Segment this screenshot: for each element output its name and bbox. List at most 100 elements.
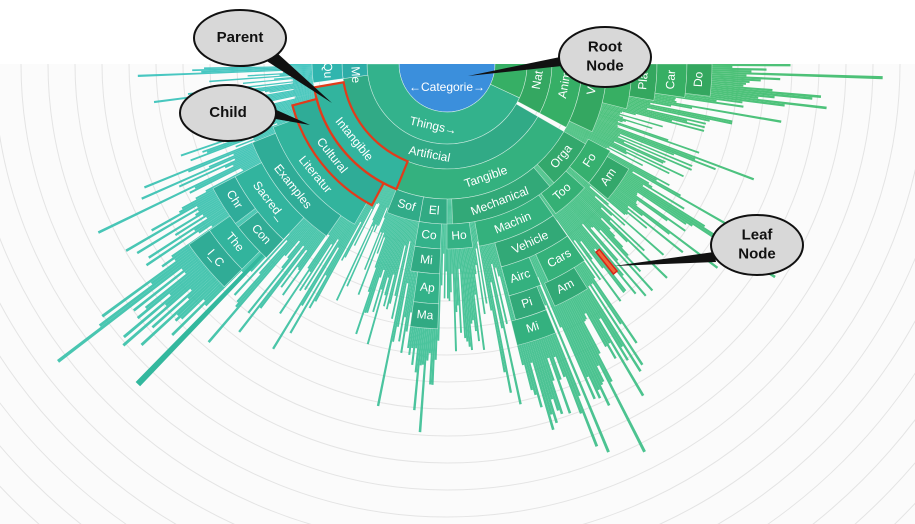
leaf-fringe	[568, 121, 684, 178]
background-ring	[155, 64, 739, 356]
leaf-fringe	[384, 194, 413, 296]
leaf-fringe	[386, 188, 396, 208]
sunburst-segment	[540, 170, 585, 215]
leaf-fringe	[571, 115, 693, 167]
segment-label: Pi	[520, 294, 535, 311]
callout-bubble	[558, 26, 652, 88]
leaf-fringe	[308, 181, 382, 309]
leaf-highlight	[595, 248, 619, 276]
leaf-fringe	[572, 112, 716, 171]
leaf-fringe	[355, 191, 405, 335]
segment-label: Co	[421, 227, 438, 243]
leaf-fringe	[569, 119, 664, 164]
leaf-fringe	[392, 196, 422, 342]
leaf-fringe	[574, 108, 700, 154]
leaf-fringe	[547, 152, 665, 256]
segment-label: Anim	[555, 70, 574, 99]
sunburst-segment	[311, 64, 344, 84]
segment-label: Ho	[451, 228, 468, 243]
leaf-fringe	[248, 82, 314, 94]
segment-label: Nat	[529, 69, 546, 90]
background-ring	[128, 64, 766, 383]
segment-label: Ap	[420, 280, 436, 295]
segment-label: El	[428, 203, 440, 218]
segment-label: Qu	[321, 62, 336, 79]
background-ring	[20, 64, 874, 491]
leaf-fringe	[572, 111, 696, 161]
leaf-fringe	[376, 196, 421, 407]
leaf-fringe	[371, 183, 386, 210]
background-ring	[47, 64, 847, 464]
leaf-fringe	[366, 193, 411, 345]
leaf-fringe	[394, 195, 419, 297]
leaf-fringe	[375, 187, 393, 225]
leaf-fringe	[295, 92, 316, 98]
background-ring	[74, 64, 820, 437]
leaf-fringe	[567, 124, 610, 148]
callout-label: Leaf	[742, 226, 774, 243]
leaf-fringe	[372, 193, 409, 313]
root-label: ←Categorie→	[409, 80, 485, 94]
leaf-fringe	[377, 188, 395, 226]
leaf-fringe	[566, 125, 644, 167]
leaf-fringe	[570, 117, 692, 171]
leaf-fringe	[568, 122, 627, 152]
leaf-fringe	[284, 59, 312, 61]
callout-label: Node	[586, 57, 624, 74]
sunburst-segment	[212, 176, 256, 224]
leaf-fringe	[264, 83, 314, 93]
leaf-fringe	[346, 186, 393, 287]
leaf-fringe	[573, 111, 755, 181]
leaf-fringe	[294, 92, 316, 99]
leaf-fringe	[468, 197, 488, 304]
sunburst-segment	[588, 156, 630, 200]
callout-label: Parent	[217, 29, 264, 46]
leaf-fringe	[209, 73, 313, 83]
leaf-fringe	[367, 191, 404, 293]
sunburst-segment	[409, 301, 439, 330]
leaf-fringe	[364, 192, 406, 314]
leaf-fringe	[569, 118, 666, 163]
callout-bubble	[179, 84, 277, 142]
root-node	[398, 64, 496, 113]
child-highlight	[291, 97, 386, 207]
leaf-fringe	[577, 97, 705, 132]
leaf-fringe	[353, 184, 387, 246]
segment-label: Ma	[416, 307, 434, 322]
leaf-fringe	[566, 126, 608, 149]
leaf-fringe	[284, 64, 313, 67]
leaf-fringe	[366, 192, 407, 314]
callout-label: Node	[738, 245, 776, 262]
leaf-fringe	[567, 123, 670, 175]
background-ring	[101, 64, 793, 410]
leaf-fringe	[378, 184, 388, 204]
leaf-fringe	[475, 195, 522, 405]
callout-tail	[614, 252, 716, 266]
callout-label: Root	[588, 38, 622, 55]
leaf-fringe	[567, 124, 627, 155]
leaf-fringe	[372, 186, 392, 227]
leaf-fringe	[335, 186, 391, 301]
leaf-fringe	[314, 181, 382, 302]
sunburst-segment	[684, 64, 713, 97]
segment-label: Car	[663, 70, 678, 90]
leaf-fringe	[325, 180, 381, 276]
leaf-fringe	[373, 187, 394, 233]
callout-bubble	[193, 9, 287, 67]
callout-tail	[270, 108, 310, 125]
segment-label: Sof	[396, 196, 418, 215]
leaf-fringe	[396, 196, 423, 327]
leaf-fringe	[137, 68, 313, 77]
leaf-fringe	[524, 173, 602, 281]
leaf-fringe	[466, 197, 486, 315]
leaf-fringe	[291, 54, 312, 56]
background-ring	[0, 64, 901, 518]
leaf-fringe	[385, 194, 416, 310]
leaf-fringe	[378, 185, 389, 205]
leaf-fringe	[389, 195, 417, 304]
callout-label: Child	[209, 104, 247, 121]
sunburst-segment	[544, 267, 588, 307]
leaf-fringe	[260, 86, 315, 97]
